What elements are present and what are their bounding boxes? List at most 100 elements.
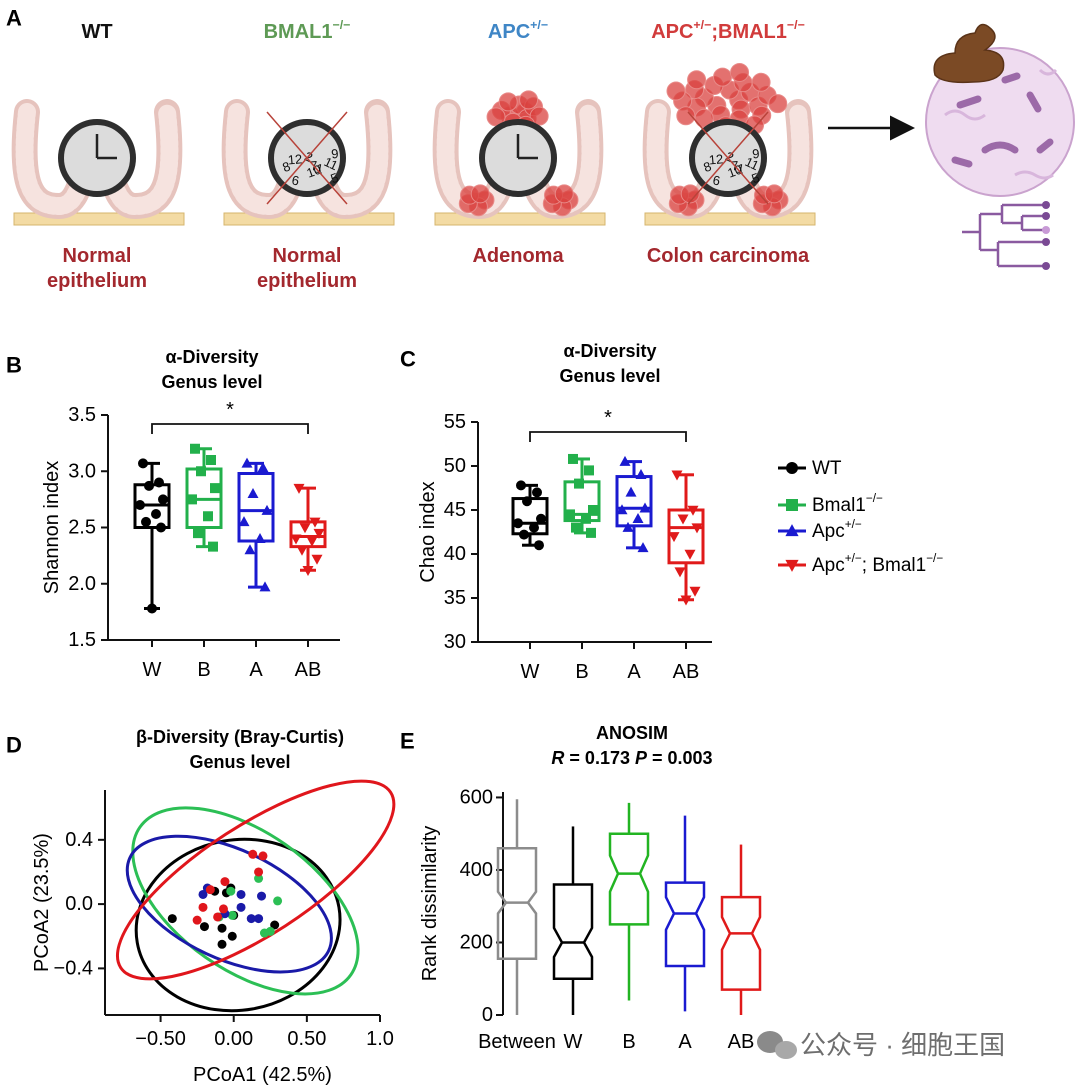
x-tick-label: Between bbox=[478, 1031, 556, 1053]
genotype-label-part: ;BMAL1 bbox=[711, 21, 787, 43]
x-tick-label: AB bbox=[728, 1031, 755, 1053]
point bbox=[257, 891, 267, 901]
y-tick-label: 2.0 bbox=[68, 573, 96, 595]
point bbox=[677, 514, 689, 525]
disruption-cross bbox=[687, 111, 769, 205]
tumor-cell bbox=[687, 70, 707, 90]
point bbox=[529, 522, 539, 533]
tumor-cell bbox=[554, 184, 574, 204]
point bbox=[193, 528, 203, 539]
y-tick-label: 45 bbox=[444, 499, 466, 521]
legend-marker bbox=[785, 559, 799, 572]
y-tick-label: 0 bbox=[482, 1004, 493, 1026]
tumor-cell bbox=[680, 184, 700, 204]
y-tick-label: 3.5 bbox=[68, 404, 96, 426]
microbiome-illustration bbox=[828, 23, 1075, 270]
x-tick-label: W bbox=[521, 661, 540, 683]
x-tick-label: W bbox=[564, 1031, 583, 1053]
significance-bracket bbox=[529, 431, 687, 442]
legend-entry-part: ; Bmal1 bbox=[862, 555, 926, 576]
box bbox=[615, 475, 653, 528]
confidence-ellipse bbox=[131, 806, 360, 996]
chart-title: Genus level bbox=[559, 366, 660, 386]
point bbox=[257, 462, 269, 473]
point bbox=[236, 902, 246, 912]
phenotype-caption: Normal bbox=[273, 245, 342, 267]
genotype-label-part: +/− bbox=[530, 18, 548, 32]
point bbox=[519, 529, 529, 540]
chart-subtitle-part: = 0.173 bbox=[564, 748, 635, 768]
notched-box bbox=[664, 881, 706, 968]
tumor-cell bbox=[751, 72, 771, 92]
point bbox=[786, 462, 798, 474]
significance-label: * bbox=[226, 399, 234, 421]
point bbox=[217, 923, 227, 933]
tumor-cell bbox=[768, 94, 788, 114]
clock-digit: 5 bbox=[750, 170, 762, 187]
point bbox=[203, 511, 213, 522]
point bbox=[674, 567, 686, 578]
bacteria bbox=[951, 72, 1054, 168]
genotype-label: BMAL1−/− bbox=[264, 18, 351, 43]
significance-label: * bbox=[604, 407, 612, 429]
point bbox=[637, 542, 649, 553]
point bbox=[192, 915, 202, 925]
disruption-cross bbox=[266, 111, 348, 205]
watermark: 公众号 · 细胞王国 bbox=[800, 1030, 1005, 1060]
point bbox=[290, 534, 302, 545]
point bbox=[190, 443, 200, 454]
significance-bracket bbox=[151, 423, 309, 434]
point bbox=[691, 523, 703, 534]
panel-letter: A bbox=[6, 6, 22, 31]
point bbox=[248, 849, 258, 859]
point bbox=[313, 528, 325, 539]
legend-entry-part: Apc bbox=[812, 555, 845, 576]
x-tick-label: A bbox=[627, 661, 641, 683]
legend-entry-part: −/− bbox=[866, 492, 883, 505]
genotype-label-part: −/− bbox=[332, 18, 350, 32]
point bbox=[261, 504, 273, 515]
clock-digit: 9 bbox=[752, 146, 761, 162]
point bbox=[635, 469, 647, 480]
point bbox=[270, 920, 280, 930]
point bbox=[306, 536, 318, 547]
point bbox=[639, 502, 651, 513]
y-tick-label: 40 bbox=[444, 543, 466, 565]
point bbox=[309, 517, 321, 528]
point bbox=[581, 513, 591, 524]
point bbox=[616, 504, 628, 515]
tumor-cell bbox=[519, 90, 539, 110]
point bbox=[687, 505, 699, 516]
watermark-icon bbox=[757, 1031, 797, 1059]
point bbox=[199, 922, 209, 932]
notched-box bbox=[608, 832, 650, 926]
y-tick-label: 1.5 bbox=[68, 629, 96, 651]
x-tick-label: 0.00 bbox=[214, 1028, 253, 1050]
point bbox=[671, 470, 683, 481]
point bbox=[785, 559, 799, 572]
tumor-cell bbox=[470, 184, 490, 204]
point bbox=[210, 483, 220, 494]
tumor-cell bbox=[498, 92, 518, 112]
genotype-label-part: −/− bbox=[787, 18, 805, 32]
legend-marker bbox=[785, 524, 799, 537]
point bbox=[632, 513, 644, 524]
panel-letter: E bbox=[400, 729, 415, 754]
y-tick-label: 200 bbox=[460, 931, 493, 953]
point bbox=[241, 457, 253, 468]
point bbox=[236, 889, 246, 899]
genotype-label: APC+/−;BMAL1−/− bbox=[651, 18, 805, 43]
genotype-label-part: BMAL1 bbox=[264, 21, 333, 43]
crypt-illustration: 8126210711159 bbox=[221, 99, 395, 226]
point bbox=[536, 513, 546, 524]
point bbox=[296, 545, 308, 556]
point bbox=[156, 522, 166, 533]
y-axis-label: Rank dissimilarity bbox=[419, 826, 441, 982]
point bbox=[293, 483, 305, 494]
crypt-illustration bbox=[11, 99, 185, 226]
notched-box bbox=[720, 895, 762, 991]
crypt-illustration: 8126210711159 bbox=[642, 62, 816, 226]
